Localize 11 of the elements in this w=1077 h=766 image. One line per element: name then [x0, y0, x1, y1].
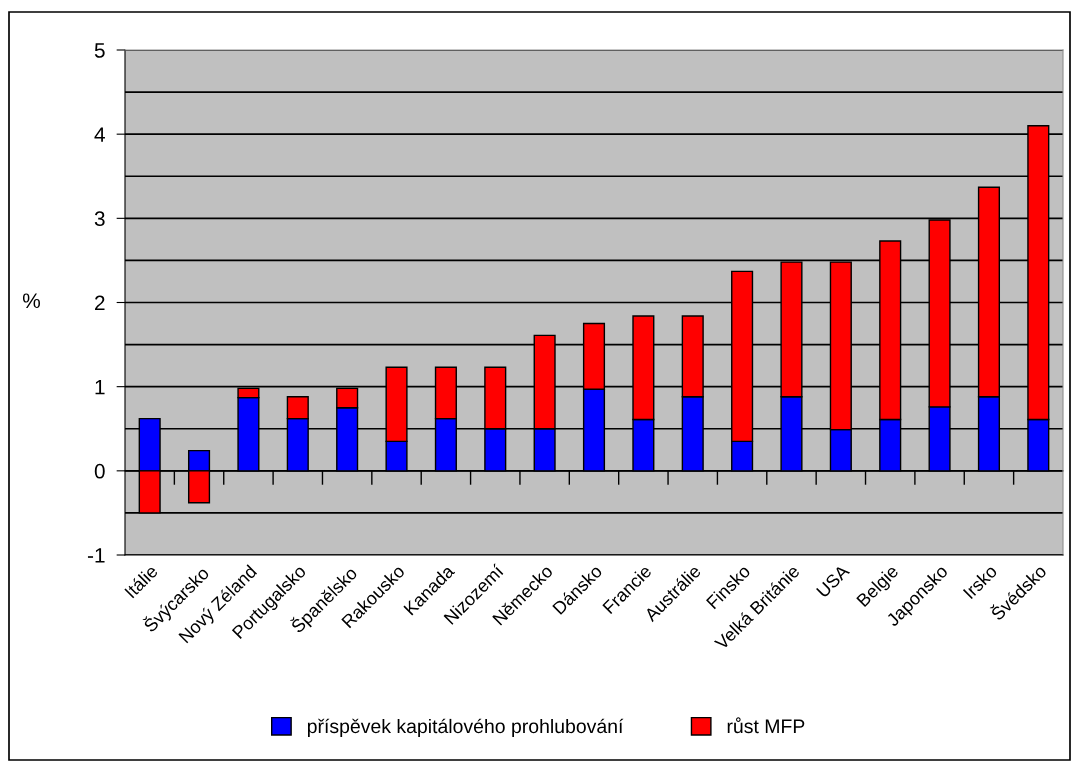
y-axis-title: % [22, 293, 40, 309]
x-tick-label: USA [815, 563, 851, 598]
y-tick-label: 5 [94, 43, 105, 58]
y-tick-label: 1 [95, 379, 105, 395]
y-tick-label: 0 [94, 463, 105, 479]
y-tick-label: -1 [87, 548, 105, 563]
y-tick-label: 3 [94, 211, 105, 227]
y-tick-label: 4 [94, 127, 105, 142]
y-tick-label: 2 [95, 295, 105, 311]
legend-label: příspěvek kapitálového prohlubování [307, 718, 624, 738]
legend-label: růst MFP [727, 717, 805, 734]
